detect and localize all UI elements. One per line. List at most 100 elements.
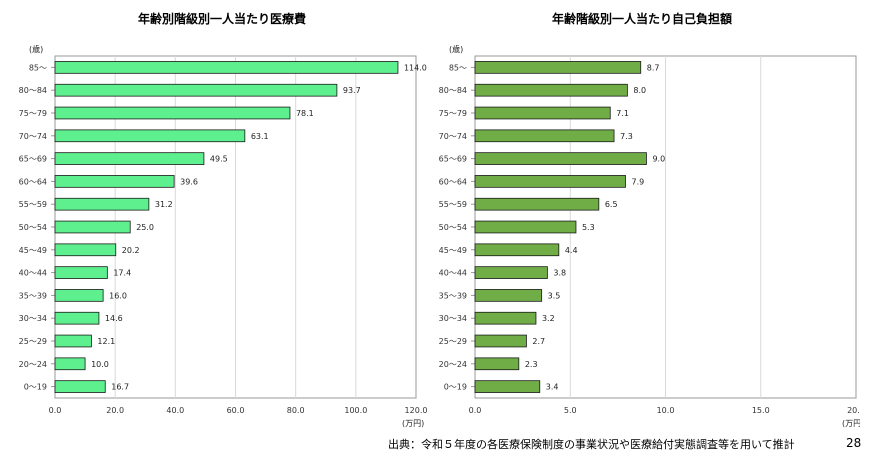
medical-cost-bar — [54, 61, 399, 74]
medical-cost-data-label: 49.5 — [210, 155, 228, 164]
self-pay-x-axis-unit: (万円) — [842, 419, 860, 428]
medical-cost-category-label: 45～49 — [19, 246, 47, 255]
medical-cost-x-tick-label: 60.0 — [227, 406, 245, 415]
chart-title-medical-cost: 年齢別階級別一人当たり医療費 — [138, 12, 307, 26]
self-pay-bar — [474, 129, 615, 143]
source-note: 出典：令和５年度の各医療保険制度の事業状況や医療給付実態調査等を用いて推計 — [388, 438, 795, 451]
medical-cost-x-tick-label: 40.0 — [166, 406, 184, 415]
self-pay-category-label: 70～74 — [439, 132, 467, 141]
self-pay-category-label: 25～29 — [439, 337, 467, 346]
self-pay-data-label: 7.3 — [620, 132, 633, 141]
self-pay-data-label: 3.5 — [548, 291, 561, 300]
self-pay-bar — [474, 266, 548, 279]
self-pay-category-label: 75～79 — [439, 109, 467, 118]
medical-cost-bar — [54, 220, 131, 234]
self-pay-data-label: 5.3 — [582, 223, 595, 232]
self-pay-category-label: 30～34 — [439, 314, 467, 323]
medical-cost-bar — [54, 175, 175, 188]
medical-cost-data-label: 12.1 — [97, 337, 115, 346]
medical-cost-y-axis-unit: (歳) — [29, 44, 43, 54]
self-pay-bar — [474, 61, 642, 74]
self-pay-x-tick-label: 20.0 — [847, 406, 860, 415]
self-pay-category-label: 50～54 — [439, 223, 467, 232]
medical-cost-category-label: 75～79 — [19, 109, 47, 118]
self-pay-bar — [474, 380, 541, 393]
self-pay-data-label: 3.4 — [546, 383, 559, 392]
page-number: 28 — [846, 436, 862, 450]
medical-cost-data-label: 14.6 — [105, 314, 123, 323]
self-pay-data-label: 6.5 — [605, 200, 618, 209]
medical-cost-data-label: 17.4 — [113, 269, 131, 278]
medical-cost-category-label: 65～69 — [19, 155, 47, 164]
self-pay-data-label: 7.1 — [616, 109, 629, 118]
self-pay-data-label: 8.7 — [647, 63, 660, 72]
self-pay-bar — [474, 289, 543, 302]
medical-cost-category-label: 80～84 — [19, 86, 47, 95]
self-pay-y-axis-unit: (歳) — [449, 44, 463, 54]
medical-cost-bar — [54, 106, 291, 120]
medical-cost-data-label: 93.7 — [343, 86, 361, 95]
medical-cost-bar — [54, 311, 100, 325]
self-pay-bar — [474, 311, 537, 325]
self-pay-bar — [474, 175, 626, 188]
self-pay-bar — [474, 334, 527, 348]
self-pay-x-tick-label: 15.0 — [752, 406, 770, 415]
medical-cost-data-label: 16.7 — [111, 383, 129, 392]
self-pay-category-label: 35～39 — [439, 291, 467, 300]
medical-cost-bar — [54, 266, 108, 279]
self-pay-bar — [474, 106, 611, 120]
self-pay-x-tick-label: 10.0 — [657, 406, 675, 415]
medical-cost-category-label: 0～19 — [24, 383, 47, 392]
self-pay-bar — [474, 197, 600, 211]
medical-cost-bar — [54, 243, 117, 257]
chart-title-self-pay: 年齢階級別一人当たり自己負担額 — [552, 12, 733, 26]
medical-cost-bar — [54, 83, 338, 97]
self-pay-bar-chart: 0.0 5.0 10.0 15.0 20.0 (歳) (万円) 85～ 8.7 80～84 8.0 7… — [439, 44, 860, 428]
self-pay-category-label: 40～44 — [439, 269, 467, 278]
medical-cost-x-tick-label: 120.0 — [405, 406, 428, 415]
self-pay-category-label: 0～19 — [444, 383, 467, 392]
medical-cost-category-label: 25～29 — [19, 337, 47, 346]
medical-cost-category-label: 35～39 — [19, 291, 47, 300]
medical-cost-x-axis-unit: (万円) — [402, 419, 424, 428]
self-pay-data-label: 2.3 — [525, 360, 538, 369]
medical-cost-category-label: 55～59 — [19, 200, 47, 209]
medical-cost-bar — [54, 380, 106, 393]
self-pay-data-label: 3.8 — [553, 269, 566, 278]
self-pay-x-tick-label: 5.0 — [564, 406, 577, 415]
medical-cost-bar — [54, 334, 92, 348]
medical-cost-bar-chart: 0.0 20.0 40.0 60.0 80.0 100.0 120.0 (歳) (万円) 85～ 1… — [19, 44, 428, 428]
medical-cost-data-label: 78.1 — [296, 109, 314, 118]
medical-cost-x-tick-label: 80.0 — [287, 406, 305, 415]
medical-cost-x-tick-label: 20.0 — [106, 406, 124, 415]
self-pay-category-label: 60～64 — [439, 177, 467, 186]
self-pay-bar — [474, 152, 647, 165]
medical-cost-data-label: 25.0 — [136, 223, 154, 232]
self-pay-bar — [474, 220, 577, 234]
self-pay-bar — [474, 243, 560, 257]
medical-cost-data-label: 10.0 — [91, 360, 109, 369]
self-pay-data-label: 9.0 — [652, 155, 665, 164]
self-pay-category-label: 20～24 — [439, 360, 467, 369]
medical-cost-category-label: 30～34 — [19, 314, 47, 323]
medical-cost-data-label: 63.1 — [251, 132, 269, 141]
medical-cost-data-label: 31.2 — [155, 200, 173, 209]
self-pay-category-label: 45～49 — [439, 246, 467, 255]
self-pay-bar — [474, 357, 520, 371]
medical-cost-category-label: 70～74 — [19, 132, 47, 141]
medical-cost-x-tick-label: 0.0 — [49, 406, 62, 415]
medical-cost-category-label: 50～54 — [19, 223, 47, 232]
self-pay-data-label: 4.4 — [565, 246, 578, 255]
self-pay-data-label: 2.7 — [532, 337, 545, 346]
self-pay-x-tick-label: 0.0 — [469, 406, 482, 415]
medical-cost-bar — [54, 357, 86, 371]
self-pay-bar — [474, 83, 628, 97]
medical-cost-bar — [54, 129, 246, 143]
medical-cost-bar — [54, 152, 205, 165]
medical-cost-data-label: 20.2 — [122, 246, 140, 255]
medical-cost-data-label: 39.6 — [180, 177, 198, 186]
medical-cost-data-label: 16.0 — [109, 291, 127, 300]
medical-cost-x-tick-label: 100.0 — [344, 406, 367, 415]
self-pay-data-label: 3.2 — [542, 314, 555, 323]
medical-cost-category-label: 20～24 — [19, 360, 47, 369]
